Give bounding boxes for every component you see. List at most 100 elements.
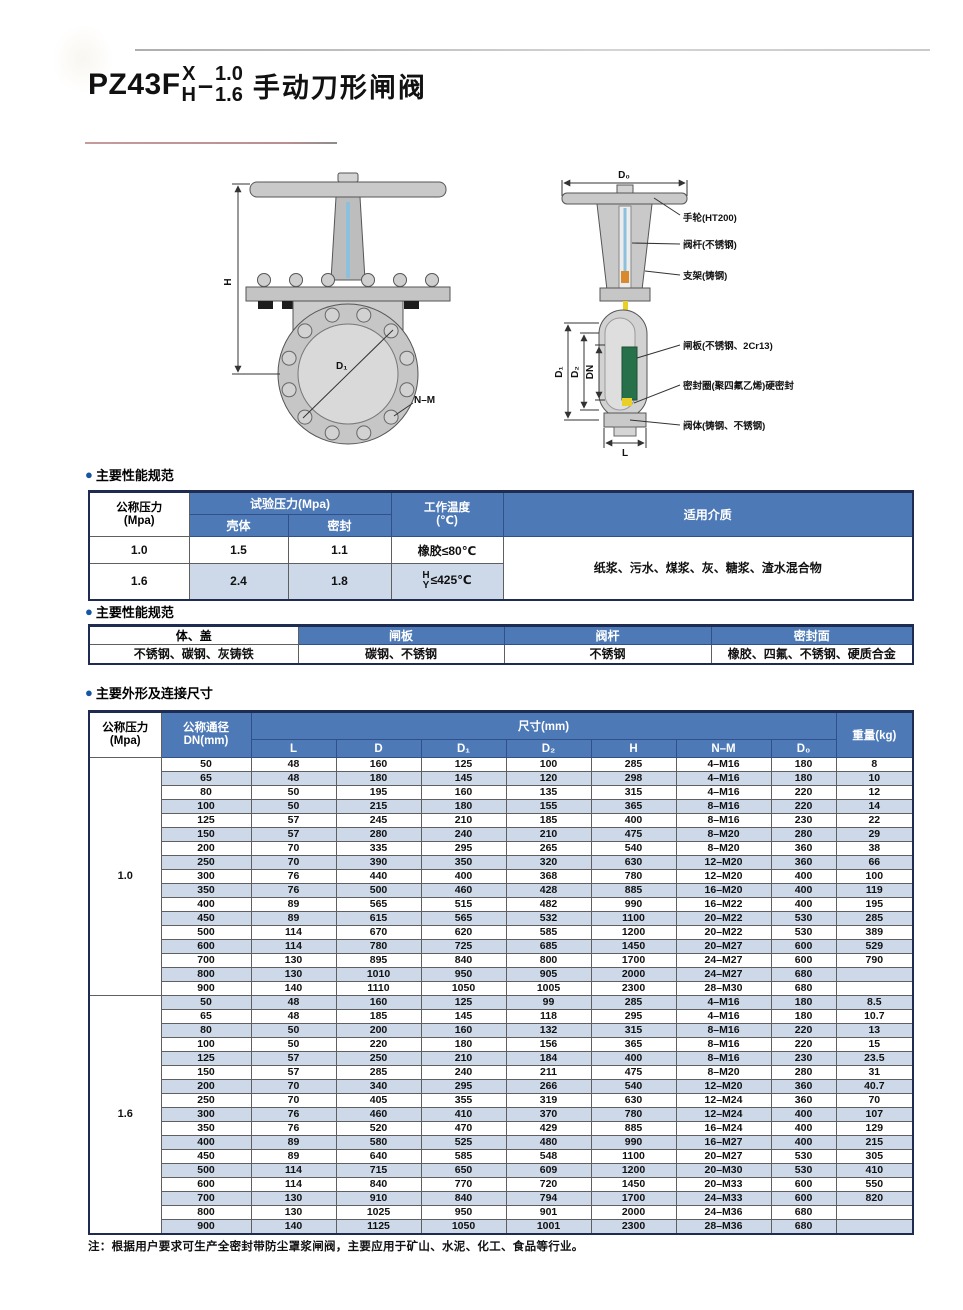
dimension-row: 450 89 615 565 532 1100 20–M22 530 285 xyxy=(89,911,914,926)
col-header-test-pressure: 试验压力(Mpa) xyxy=(188,491,392,515)
dimension-cell: 680 xyxy=(770,1205,837,1220)
dimension-cell: 125 xyxy=(420,757,507,772)
dimension-cell: 440 xyxy=(335,869,422,884)
seal-ring xyxy=(622,398,632,406)
dimension-cell: 50 xyxy=(250,785,337,800)
dimension-cell: 4–M16 xyxy=(675,771,772,786)
dimension-cell: 365 xyxy=(590,1037,677,1052)
material-header-gate: 闸板 xyxy=(297,625,505,645)
dimension-cell: 2000 xyxy=(590,967,677,982)
pressure-stack: 1.0 1.6 xyxy=(215,64,243,106)
dimension-cell: 350 xyxy=(160,883,252,898)
dimension-cell: 620 xyxy=(420,925,507,940)
dimension-cell: 70 xyxy=(250,1079,337,1094)
dimension-cell: 885 xyxy=(590,1121,677,1136)
dimension-cell: 615 xyxy=(335,911,422,926)
dimension-cell: 480 xyxy=(505,1135,592,1150)
dimension-cell: 990 xyxy=(590,1135,677,1150)
dimension-cell: 500 xyxy=(160,925,252,940)
dimension-cell: 990 xyxy=(590,897,677,912)
dim-header-size: 尺寸(mm) xyxy=(250,711,837,740)
dimension-cell: 8.5 xyxy=(835,995,914,1010)
dimension-cell: 1110 xyxy=(335,981,422,996)
dimension-cell: 180 xyxy=(770,995,837,1010)
dimension-cell: 184 xyxy=(505,1051,592,1066)
callout-leader-lines xyxy=(629,197,681,426)
dimension-cell: 800 xyxy=(160,967,252,982)
dimension-cell: 1200 xyxy=(590,1163,677,1178)
dim-header-weight: 重量(kg) xyxy=(835,711,914,758)
dimension-cell: 70 xyxy=(835,1093,914,1108)
flange-bolt-ring xyxy=(281,307,415,441)
dimension-cell: 12–M20 xyxy=(675,855,772,870)
dimension-cell: 99 xyxy=(505,995,592,1010)
dimension-cell: 640 xyxy=(335,1149,422,1164)
dimension-cell: 280 xyxy=(770,827,837,842)
d2-dim-label: D₂ xyxy=(570,366,581,378)
dimension-row: 900 140 1125 1050 1001 2300 28–M36 680 xyxy=(89,1219,914,1234)
dimension-cell: 180 xyxy=(770,757,837,772)
dimension-cell: 100 xyxy=(160,799,252,814)
dimension-cell: 295 xyxy=(590,1009,677,1024)
dimension-cell: 400 xyxy=(160,897,252,912)
dimension-cell: 118 xyxy=(505,1009,592,1024)
dimension-cell: 57 xyxy=(250,1065,337,1080)
dimension-cell: 530 xyxy=(770,1163,837,1178)
dimension-cell: 180 xyxy=(770,771,837,786)
dimension-cell: 180 xyxy=(420,799,507,814)
dimension-cell: 89 xyxy=(250,1135,337,1150)
col-header-medium: 适用介质 xyxy=(502,491,914,537)
dimension-cell: 20–M33 xyxy=(675,1177,772,1192)
section-bullet-icon: ● xyxy=(85,604,93,619)
dimension-cell: 360 xyxy=(770,855,837,870)
dimension-cell: 20–M27 xyxy=(675,939,772,954)
dimension-cell: 1010 xyxy=(335,967,422,982)
dimension-cell: 720 xyxy=(505,1177,592,1192)
dimension-cell: 335 xyxy=(335,841,422,856)
dimension-cell: 66 xyxy=(835,855,914,870)
dimension-cell: 500 xyxy=(335,883,422,898)
dimension-cell: 820 xyxy=(835,1191,914,1206)
material-header-stem: 阀杆 xyxy=(503,625,712,645)
dimension-cell: 400 xyxy=(770,1121,837,1136)
dimension-cell: 160 xyxy=(335,995,422,1010)
dimension-cell: 530 xyxy=(770,911,837,926)
dimension-cell: 670 xyxy=(335,925,422,940)
dimension-cell: 1450 xyxy=(590,939,677,954)
title-underline xyxy=(85,142,337,144)
dimension-cell: 530 xyxy=(770,1149,837,1164)
dimension-cell: 145 xyxy=(420,1009,507,1024)
performance-row: 1.6 2.4 1.8 H Y ≤425℃ xyxy=(88,563,913,600)
dimension-cell: 150 xyxy=(160,1065,252,1080)
dimension-cell: 360 xyxy=(770,1093,837,1108)
dimension-cell: 200 xyxy=(160,841,252,856)
dimension-table: 公称压力 (Mpa) 公称通径 DN(mm) 尺寸(mm) 重量(kg) L D… xyxy=(88,710,915,1235)
dimension-row: 600 114 840 770 720 1450 20–M33 600 550 xyxy=(89,1177,914,1192)
dimension-cell: 50 xyxy=(250,799,337,814)
dimension-cell: 200 xyxy=(335,1023,422,1038)
dimension-cell: 156 xyxy=(505,1037,592,1052)
dimension-cell: 482 xyxy=(505,897,592,912)
dimension-cell: 12–M20 xyxy=(675,869,772,884)
material-header-seal-face: 密封面 xyxy=(710,625,914,645)
dim-subheader-D1: D₁ xyxy=(420,739,507,758)
dimension-cell: 8–M16 xyxy=(675,1051,772,1066)
dimension-cell: 400 xyxy=(770,883,837,898)
dimension-cell: 565 xyxy=(335,897,422,912)
dimension-cell: 475 xyxy=(590,1065,677,1080)
bottom-stub xyxy=(613,426,637,437)
dimension-row: 700 130 910 840 794 1700 24–M33 600 820 xyxy=(89,1191,914,1206)
dimension-cell: 885 xyxy=(590,883,677,898)
yoke-base-flange xyxy=(599,287,651,302)
dimension-cell: 160 xyxy=(420,1023,507,1038)
dimension-cell: 155 xyxy=(505,799,592,814)
dimension-cell: 429 xyxy=(505,1121,592,1136)
dimension-cell: 900 xyxy=(160,981,252,996)
dimension-cell: 428 xyxy=(505,883,592,898)
dimension-cell: 410 xyxy=(835,1163,914,1178)
dimension-cell: 107 xyxy=(835,1107,914,1122)
dimension-cell: 520 xyxy=(335,1121,422,1136)
dimension-cell: 840 xyxy=(335,1177,422,1192)
dimension-row: 80 50 200 160 132 315 8–M16 220 13 xyxy=(89,1023,914,1038)
dimension-cell: 600 xyxy=(160,1177,252,1192)
